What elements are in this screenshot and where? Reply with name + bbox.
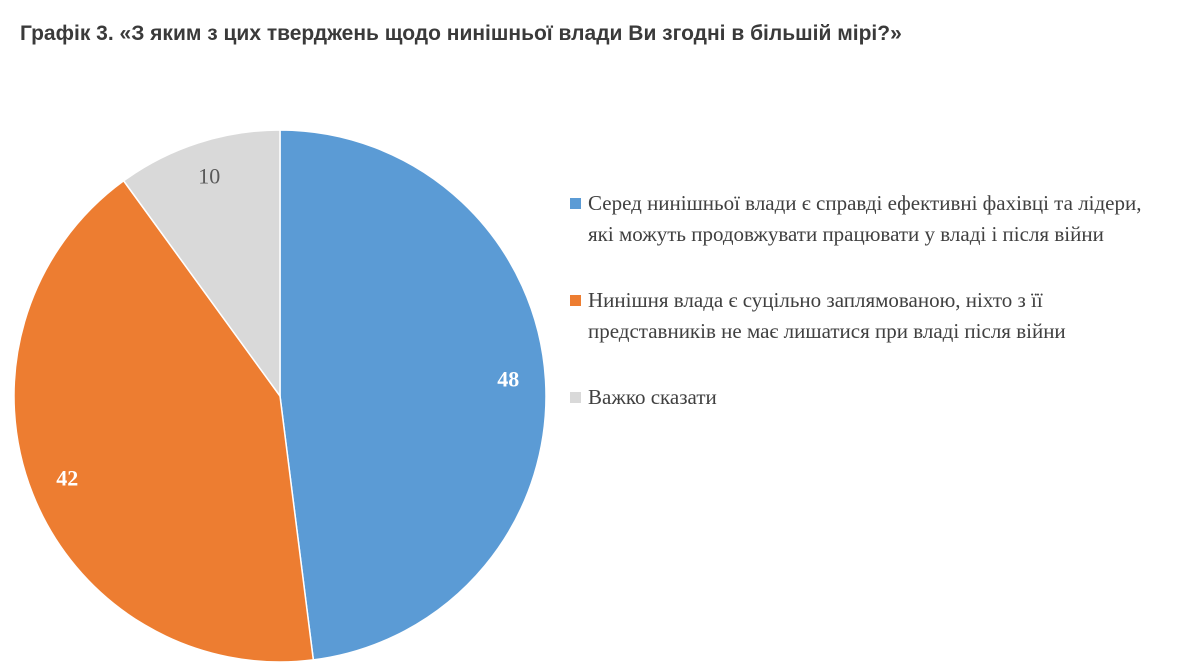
legend-item: Важко сказати [566,382,1156,413]
pie-chart: 48 42 10 [13,129,547,663]
legend-swatch [570,295,581,306]
pie-slice [13,179,315,663]
legend-item: Нинішня влада є суцільно заплямованою, н… [566,285,1156,347]
legend-item: Серед нинішньої влади є справді ефективн… [566,188,1156,250]
value-label: 48 [497,367,519,392]
pie-slice [279,129,547,661]
chart-title: Графік 3. «З яким з цих тверджень щодо н… [20,22,902,45]
legend-label: Серед нинішньої влади є справді ефективн… [588,191,1142,246]
legend-swatch [570,198,581,209]
value-label: 42 [56,465,78,490]
legend-label: Нинішня влада є суцільно заплямованою, н… [588,288,1066,343]
legend-swatch [570,392,581,403]
value-label: 10 [198,163,220,188]
legend: Серед нинішньої влади є справді ефективн… [566,188,1156,448]
legend-label: Важко сказати [588,385,717,409]
pie-slice [122,129,281,399]
